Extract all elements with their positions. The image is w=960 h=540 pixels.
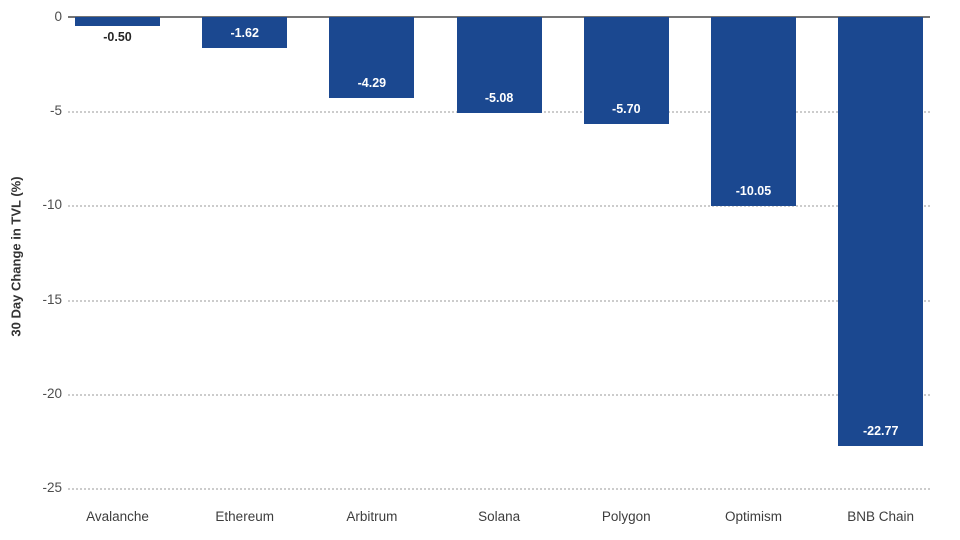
y-tick-label-0: 0: [54, 9, 62, 24]
gridline--10: [68, 205, 930, 208]
bar-bnb-chain[interactable]: [838, 17, 924, 446]
bar-arbitrum[interactable]: [329, 17, 415, 98]
bar-solana[interactable]: [456, 17, 542, 113]
bar-ethereum[interactable]: [202, 17, 288, 48]
x-axis-label-optimism: Optimism: [725, 509, 782, 524]
x-axis-label-polygon: Polygon: [601, 509, 651, 524]
x-axis-label-solana: Solana: [478, 509, 521, 524]
bar-optimism[interactable]: [711, 17, 796, 207]
gridline--25: [68, 488, 930, 490]
y-tick-label--15: -15: [42, 291, 62, 307]
value-label-solana: -5.08: [484, 90, 514, 105]
y-tick-label--25: -25: [42, 480, 62, 495]
gridline--20: [68, 393, 930, 396]
value-label-ethereum: -1.62: [230, 25, 259, 40]
y-tick-label--20: -20: [42, 385, 62, 401]
value-label-arbitrum: -4.29: [357, 75, 387, 90]
y-tick-label--5: -5: [49, 103, 62, 119]
gridline--15: [68, 299, 930, 302]
bar-polygon[interactable]: [583, 17, 669, 125]
value-label-avalanche: -0.50: [103, 30, 132, 45]
x-axis-label-bnb-chain: BNB Chain: [847, 509, 915, 524]
bar-avalanche[interactable]: [75, 17, 160, 27]
x-axis-label-arbitrum: Arbitrum: [346, 509, 398, 524]
value-label-bnb-chain: -22.77: [862, 423, 899, 438]
y-tick-label--10: -10: [42, 197, 62, 213]
x-axis-label-avalanche: Avalanche: [86, 509, 149, 524]
value-label-polygon: -5.70: [612, 102, 641, 117]
x-axis-label-ethereum: Ethereum: [215, 509, 274, 524]
value-label-optimism: -10.05: [735, 184, 772, 199]
